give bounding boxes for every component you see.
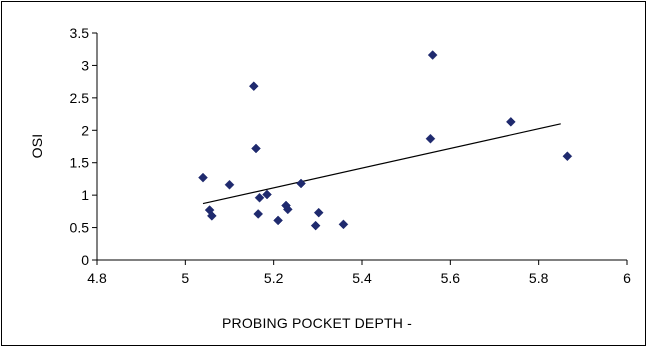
data-points	[198, 50, 573, 231]
x-tick-label: 4.8	[87, 270, 107, 286]
data-point	[313, 207, 324, 218]
data-point	[310, 220, 321, 231]
y-tick-label: 3	[81, 57, 89, 73]
y-axis-title: OSI	[29, 134, 45, 159]
y-tick-label: 2	[81, 122, 89, 138]
y-tick-label: 0.5	[70, 220, 90, 236]
data-point	[206, 211, 217, 221]
x-tick-label: 5.2	[264, 270, 284, 286]
x-axis-title: PROBING POCKET DEPTH -	[222, 315, 412, 331]
data-point	[296, 178, 306, 189]
data-point	[251, 143, 261, 154]
trendline	[202, 123, 561, 205]
data-point	[282, 204, 293, 215]
y-tick-group: 0 0.5 1 1.5 2 2.5 3 3.5	[70, 25, 97, 268]
y-tick-label: 3.5	[70, 25, 90, 41]
data-point	[254, 192, 265, 203]
data-point	[198, 172, 208, 183]
x-tick-label: 5	[181, 270, 189, 286]
data-point	[273, 215, 283, 226]
x-tick-label: 6	[623, 270, 631, 286]
data-point	[248, 81, 259, 92]
data-point	[425, 133, 436, 144]
y-tick-label: 2.5	[70, 90, 90, 106]
data-point	[224, 179, 235, 190]
data-point	[505, 117, 516, 127]
data-point	[427, 50, 438, 60]
y-tick-label: 0	[81, 252, 89, 268]
data-point	[253, 209, 264, 219]
y-tick-label: 1.5	[70, 155, 90, 171]
x-tick-label: 5.8	[529, 270, 549, 286]
data-point	[262, 189, 272, 200]
x-tick-group: 4.8 5 5.2 5.4 5.6 5.8 6	[87, 260, 631, 286]
data-point	[562, 151, 573, 162]
x-tick-label: 5.6	[441, 270, 461, 286]
data-point	[338, 219, 349, 230]
x-tick-label: 5.4	[352, 270, 372, 286]
y-tick-label: 1	[81, 187, 89, 203]
